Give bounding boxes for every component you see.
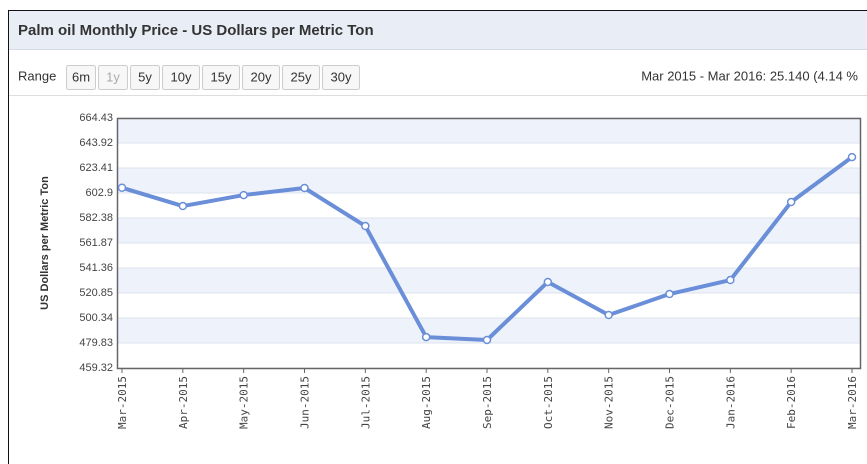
y-tick-label: 664.43: [79, 112, 113, 124]
range-button[interactable]: 5y: [130, 65, 160, 90]
range-button-bg[interactable]: [98, 65, 128, 90]
x-tick-label: Feb-2016: [785, 376, 798, 429]
title-bar: [9, 11, 867, 49]
range-button[interactable]: 25y: [282, 65, 320, 90]
y-tick-label: 623.41: [79, 162, 113, 174]
x-tick-label: Oct-2015: [542, 376, 555, 429]
x-tick-label: Dec-2015: [664, 376, 677, 429]
range-button[interactable]: 1y: [98, 65, 128, 90]
range-label: Range: [18, 68, 56, 83]
data-point: [117, 183, 127, 193]
data-point: [421, 332, 431, 342]
data-point: [726, 275, 735, 285]
range-button-label[interactable]: 15y: [211, 69, 232, 84]
x-tick-label: Mar-2015: [116, 376, 129, 429]
range-button[interactable]: 20y: [242, 65, 280, 90]
data-point: [786, 197, 796, 207]
x-tick-label: Jul-2015: [359, 376, 372, 429]
range-button-bg[interactable]: [162, 65, 200, 90]
plot-frame: [116, 117, 862, 370]
range-button[interactable]: 10y: [162, 65, 200, 90]
data-point: [361, 221, 370, 231]
range-button-bg[interactable]: [242, 65, 280, 90]
y-tick-label: 582.38: [79, 212, 113, 224]
y-tick-label: 459.32: [79, 362, 113, 374]
x-tick-label: Sep-2015: [481, 376, 494, 429]
range-button-label[interactable]: 1y: [106, 69, 120, 84]
grid-band: [117, 268, 860, 294]
range-button-label[interactable]: 10y: [171, 69, 192, 84]
data-point: [604, 310, 613, 320]
grid-band: [117, 218, 860, 244]
range-button-label[interactable]: 20y: [251, 69, 272, 84]
data-point: [482, 335, 492, 345]
y-tick-label: 541.36: [79, 262, 113, 274]
y-tick-label: 479.83: [79, 337, 113, 349]
range-button-bg[interactable]: [322, 65, 360, 90]
range-button[interactable]: 30y: [322, 65, 360, 90]
data-point: [847, 152, 857, 162]
x-tick-label: Jan-2016: [724, 376, 737, 429]
data-point: [239, 190, 248, 200]
data-point: [665, 289, 674, 299]
range-button-label[interactable]: 30y: [331, 69, 352, 84]
range-button-label[interactable]: 6m: [72, 69, 90, 84]
range-button[interactable]: 15y: [202, 65, 240, 90]
x-tick-label: May-2015: [238, 376, 251, 429]
range-button-bg[interactable]: [202, 65, 240, 90]
grid-band: [117, 118, 860, 143]
x-tick-label: Nov-2015: [603, 376, 616, 429]
range-button-label[interactable]: 5y: [138, 69, 152, 84]
x-tick-label: Mar-2016: [846, 376, 859, 429]
range-button-label[interactable]: 25y: [291, 69, 312, 84]
y-tick-label: 520.85: [79, 287, 113, 299]
data-point: [300, 183, 309, 193]
chart-title: Palm oil Monthly Price - US Dollars per …: [18, 22, 374, 39]
x-tick-label: Jun-2015: [299, 376, 312, 429]
range-button-bg[interactable]: [66, 65, 96, 90]
data-point: [543, 277, 553, 287]
y-axis-label: US Dollars per Metric Ton: [39, 176, 51, 310]
y-tick-label: 561.87: [79, 237, 113, 249]
grid-band: [117, 167, 860, 193]
y-tick-label: 643.92: [79, 137, 113, 149]
x-tick-label: Apr-2015: [177, 376, 190, 429]
change-summary: Mar 2015 - Mar 2016: 25.140 (4.14 %: [641, 68, 858, 83]
x-tick-label: Aug-2015: [420, 376, 433, 429]
data-point: [178, 201, 188, 211]
y-tick-label: 500.34: [79, 312, 113, 324]
range-button-bg[interactable]: [282, 65, 320, 90]
range-button-bg[interactable]: [130, 65, 160, 90]
range-button[interactable]: 6m: [66, 65, 96, 90]
y-tick-label: 602.9: [85, 187, 113, 199]
